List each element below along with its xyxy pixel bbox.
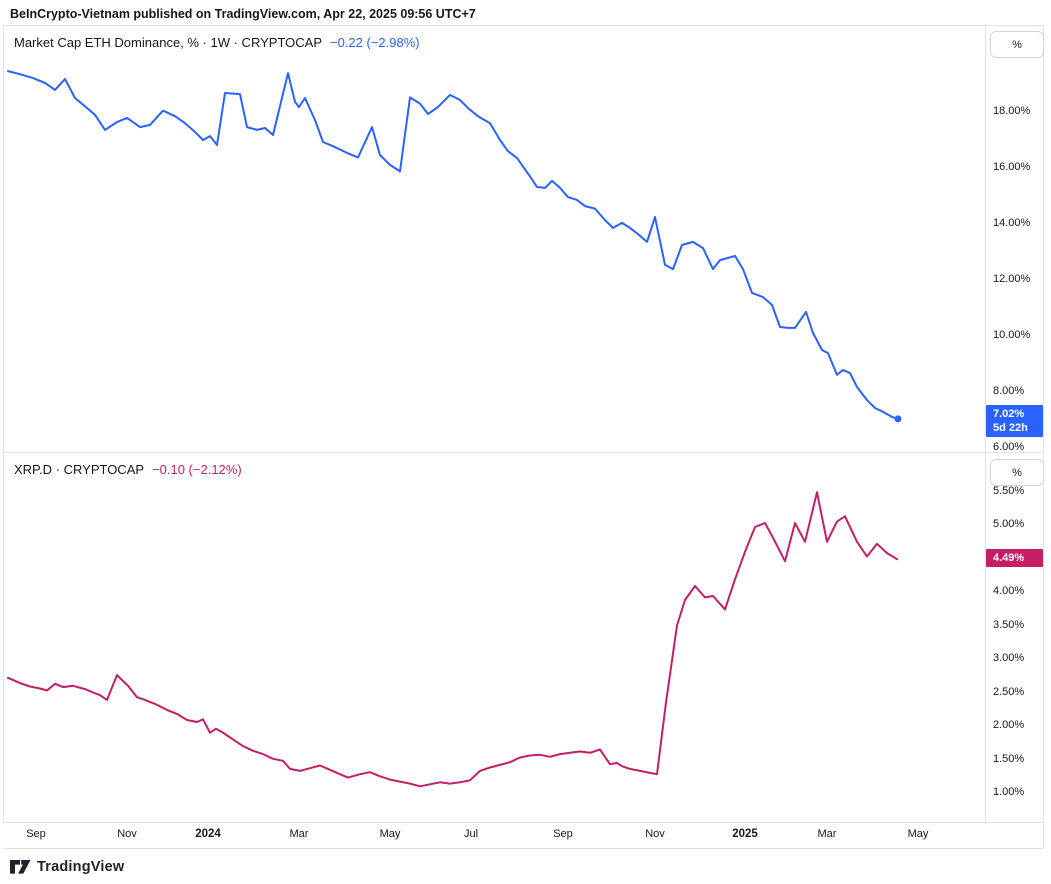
attribution-header: BeInCrypto-Vietnam published on TradingV…: [10, 7, 476, 21]
time-axis[interactable]: Sep Nov 2024 Mar May Jul Sep Nov 2025 Mar May: [3, 823, 1043, 848]
price-axis-label: 2.50%: [993, 685, 1025, 698]
time-axis-label: Sep: [26, 828, 46, 840]
legend-eth-dominance: Market Cap ETH Dominance, % · 1W · CRYPT…: [14, 35, 420, 50]
frame-left-border: [3, 25, 4, 848]
time-axis-label: May: [379, 828, 401, 840]
tradingview-attribution-link[interactable]: TradingView: [10, 856, 124, 878]
price-axis-label: 4.00%: [993, 585, 1025, 597]
time-axis-label: Jul: [463, 828, 479, 840]
price-axis-label: 5.00%: [993, 518, 1025, 530]
price-axis-label: 1.00%: [993, 786, 1025, 798]
price-axis-label: 3.00%: [993, 652, 1025, 664]
frame-bottom-border: [3, 848, 1043, 849]
frame-right-border: [1043, 25, 1044, 848]
price-axis-label: 2.00%: [993, 719, 1025, 731]
legend-xrp-dominance: XRP.D · CRYPTOCAP −0.10 (−2.12%): [14, 462, 242, 477]
price-axis-label: 14.00%: [993, 217, 1031, 229]
time-axis-border: [3, 822, 1043, 823]
tradingview-logo-icon[interactable]: [10, 860, 31, 874]
time-axis-label: Nov: [117, 828, 137, 840]
last-price-value-xrp: 4.49%: [993, 552, 1025, 565]
price-axis-label: 3.50%: [993, 618, 1025, 631]
legend-symbol-xrp[interactable]: XRP.D · CRYPTOCAP: [14, 462, 145, 477]
tradingview-wordmark[interactable]: TradingView: [37, 859, 125, 875]
frame-top-border: [3, 25, 1043, 26]
last-price-dot: [894, 415, 902, 423]
panel-divider[interactable]: [3, 452, 1043, 453]
time-axis-label: 2024: [195, 828, 221, 840]
time-axis-label: Sep: [553, 828, 573, 840]
price-axis-label: 12.00%: [993, 273, 1031, 285]
time-axis-label: May: [907, 828, 929, 840]
legend-change-eth: −0.22 (−2.98%): [330, 35, 420, 50]
xrp-dominance-line-chart[interactable]: [0, 452, 985, 822]
last-price-badge-xrp: 4.49%: [986, 549, 1043, 568]
time-axis-label: Mar: [289, 828, 309, 840]
price-axis-label: 5.50%: [993, 484, 1025, 497]
price-axis-separator: [985, 25, 986, 848]
price-axis-label: 16.00%: [993, 161, 1031, 173]
price-axis-label: 8.00%: [993, 385, 1025, 397]
unit-percent-button-top[interactable]: %: [990, 31, 1044, 58]
unit-percent-button-bottom[interactable]: %: [990, 459, 1044, 486]
last-price-badge-eth: 7.02% 5d 22h: [986, 405, 1043, 438]
time-axis-label: Mar: [817, 828, 837, 840]
bar-countdown-eth: 5d 22h: [993, 422, 1028, 435]
price-axis-label: 1.50%: [993, 752, 1025, 765]
last-price-value-eth: 7.02%: [993, 408, 1025, 421]
price-axis[interactable]: 18.00% 16.00% 14.00% 12.00% 10.00% 8.00% 6.00%…: [986, 0, 1043, 884]
time-axis-label: 2025: [732, 828, 758, 840]
price-axis-label: 10.00%: [993, 329, 1031, 341]
price-axis-label: 18.00%: [993, 105, 1031, 117]
legend-symbol-eth[interactable]: Market Cap ETH Dominance, % · 1W · CRYPT…: [14, 35, 322, 50]
legend-change-xrp: −0.10 (−2.12%): [152, 462, 242, 477]
eth-dominance-line-chart[interactable]: [0, 25, 985, 452]
time-axis-label: Nov: [645, 828, 665, 840]
